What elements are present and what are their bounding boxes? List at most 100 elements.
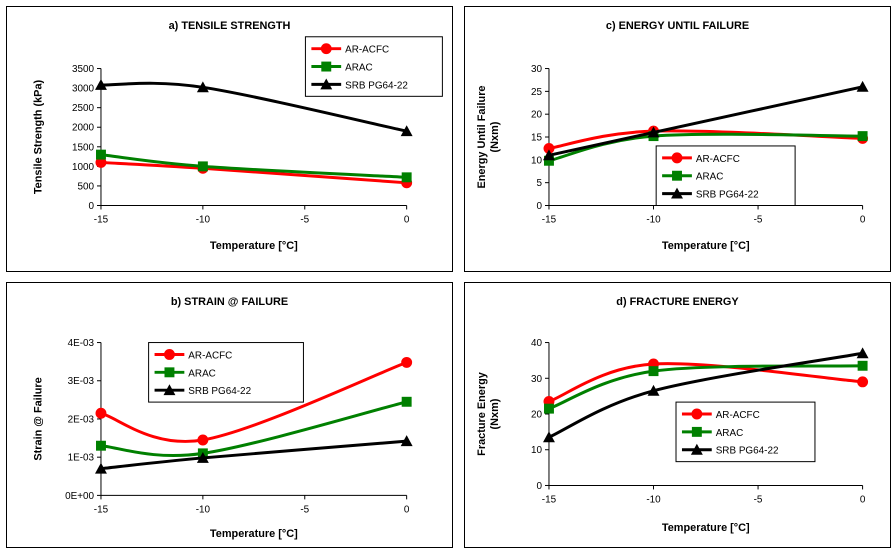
legend-item-ar-acfc: AR-ACFC — [662, 152, 740, 165]
data-point-arac — [857, 131, 868, 142]
data-point-arac — [197, 161, 208, 172]
y-tick-label: 1500 — [72, 142, 95, 153]
series-line-arac — [548, 364, 863, 411]
data-point-srb-pg64-22 — [543, 431, 555, 443]
y-axis-label: Strain @ Failure — [32, 377, 44, 460]
x-tick-label: -10 — [196, 214, 211, 225]
data-point-srb-pg64-22 — [856, 347, 869, 359]
y-axis-label: Energy Until Failure — [476, 85, 488, 188]
data-point-arac — [401, 396, 412, 407]
chart-title: a) TENSILE STRENGTH — [169, 20, 291, 32]
legend-label: AR-ACFC — [345, 45, 389, 56]
chart-title: b) STRAIN @ FAILURE — [171, 296, 288, 308]
legend-label: AR-ACFC — [188, 350, 232, 361]
x-tick-label: -15 — [542, 494, 557, 505]
data-point-arac — [857, 360, 868, 371]
legend-item-srb-pg64-22: SRB PG64-22 — [154, 384, 252, 397]
x-axis-label: Temperature [°C] — [662, 522, 750, 534]
chart-panel-strain-at-failure: b) STRAIN @ FAILURE 0E+00 1E-03 2E-03 3E-03 4… — [6, 282, 453, 548]
legend-swatch-marker — [163, 349, 175, 360]
legend-item-ar-acfc: AR-ACFC — [154, 349, 232, 361]
legend-label: ARAC — [696, 172, 724, 183]
y-tick-label: 2000 — [72, 123, 95, 134]
series-line-srb-pg64-22 — [100, 81, 407, 133]
legend-item-arac: ARAC — [681, 426, 744, 439]
legend-swatch-marker — [690, 443, 703, 455]
x-axis-label: Temperature [°C] — [210, 240, 298, 252]
data-point-arac — [401, 172, 412, 183]
data-point-arac — [96, 440, 106, 451]
data-point-arac — [648, 366, 659, 377]
legend-label: AR-ACFC — [716, 410, 760, 421]
y-axis-label: Tensile Strength (kPa) — [32, 79, 44, 194]
x-tick-label: 0 — [404, 504, 410, 515]
x-tick-label: -5 — [300, 504, 309, 515]
chart-panel-fracture-energy: d) FRACTURE ENERGY 0 10 20 30 40 -15 -10 -5 0 Temp… — [464, 282, 891, 548]
y-tick-label: 20 — [531, 409, 543, 420]
data-point-ar-acfc — [95, 407, 107, 419]
legend-swatch-marker — [691, 408, 703, 420]
legend: AR-ACFC ARAC SRB PG64-22 — [655, 145, 796, 206]
x-tick-label: -5 — [300, 214, 309, 225]
x-tick-label: -5 — [754, 494, 763, 505]
x-tick-label: -10 — [646, 494, 661, 505]
chart-svg: b) STRAIN @ FAILURE 0E+00 1E-03 2E-03 3E-03 4… — [32, 296, 413, 540]
legend-swatch-marker — [321, 61, 332, 72]
x-tick-label: 0 — [404, 214, 410, 225]
legend-label: SRB PG64-22 — [188, 386, 251, 397]
y-tick-label: 30 — [531, 64, 543, 75]
y-tick-label: 1000 — [72, 162, 95, 173]
series-line-srb-pg64-22 — [548, 351, 863, 439]
y-tick-label: 3000 — [72, 84, 95, 95]
x-tick-label: -5 — [754, 214, 763, 225]
legend-item-srb-pg64-22: SRB PG64-22 — [311, 78, 408, 91]
data-point-srb-pg64-22 — [196, 81, 209, 93]
x-tick-label: -15 — [94, 214, 109, 225]
y-tick-label: 25 — [531, 87, 543, 98]
y-tick-label: 2500 — [72, 103, 95, 114]
y-tick-label: 1E-03 — [68, 453, 95, 464]
series-srb-pg64-22 — [95, 435, 413, 474]
legend-label: ARAC — [716, 428, 744, 439]
series-line-arac — [100, 153, 407, 179]
y-tick-label: 3E-03 — [68, 376, 95, 387]
series-line-arac — [100, 400, 408, 457]
legend-swatch-marker — [164, 367, 175, 378]
legend-swatch-marker — [320, 43, 332, 55]
legend-label: AR-ACFC — [696, 154, 740, 165]
series-srb-pg64-22 — [95, 79, 413, 137]
legend: AR-ACFC ARAC SRB PG64-22 — [148, 342, 304, 403]
x-tick-label: -15 — [94, 504, 109, 515]
data-point-srb-pg64-22 — [400, 435, 413, 447]
chart-svg: d) FRACTURE ENERGY 0 10 20 30 40 -15 -10 -5 0 Temp… — [476, 296, 869, 534]
legend-label: ARAC — [188, 368, 216, 379]
legend-swatch-marker — [163, 384, 176, 396]
y-tick-label: 3500 — [72, 64, 95, 75]
chart-svg: c) ENERGY UNTIL FAILURE 0 5 10 15 20 25 30 -15 -1… — [476, 20, 869, 252]
data-point-srb-pg64-22 — [95, 79, 107, 90]
data-point-ar-acfc — [857, 376, 869, 388]
data-point-srb-pg64-22 — [400, 125, 413, 137]
data-point-arac — [544, 155, 554, 166]
y-tick-label: 30 — [531, 374, 543, 385]
legend-label: SRB PG64-22 — [345, 80, 408, 91]
legend-swatch-marker — [691, 426, 702, 437]
legend-swatch-marker — [320, 78, 333, 90]
x-tick-label: 0 — [860, 494, 866, 505]
x-tick-label: 0 — [860, 214, 866, 225]
data-point-arac — [96, 149, 106, 160]
data-point-arac — [544, 403, 554, 414]
chart-panel-tensile-strength: a) TENSILE STRENGTH 0 500 1000 1500 2000 2500 3… — [6, 6, 453, 272]
legend-item-srb-pg64-22: SRB PG64-22 — [662, 187, 759, 201]
series-line-srb-pg64-22 — [548, 85, 863, 157]
chart-title: d) FRACTURE ENERGY — [616, 296, 739, 308]
series-line-ar-acfc — [100, 361, 408, 443]
series-arac — [544, 360, 868, 414]
y-tick-label: 15 — [531, 132, 543, 143]
legend-item-arac: ARAC — [311, 61, 373, 74]
y-axis-label: (Nxm) — [489, 398, 501, 429]
series-arac — [96, 149, 412, 183]
series-arac — [96, 396, 412, 459]
y-axis-label: (Nxm) — [489, 121, 501, 152]
series-line-ar-acfc — [100, 160, 407, 185]
